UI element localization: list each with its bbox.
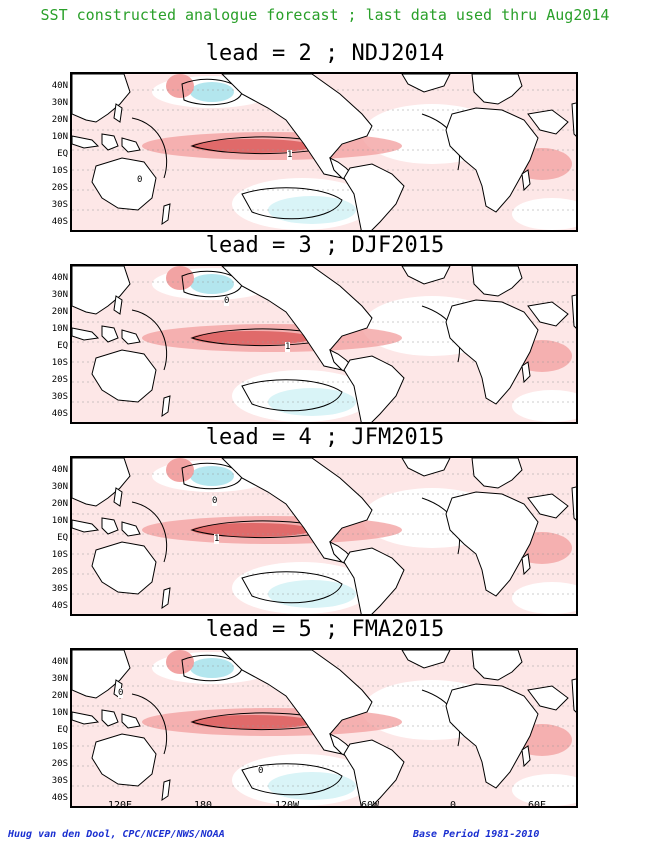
latitude-label: 40S — [51, 601, 68, 611]
latitude-label: 30N — [51, 674, 68, 684]
forecast-panel-2: lead = 3 ; DJF2015 40N 30N 20N 10N EQ 10… — [0, 232, 650, 424]
latitude-label: 20S — [51, 567, 68, 577]
latitude-label: EQ — [57, 341, 68, 351]
longitude-label: 60W — [360, 800, 380, 811]
latitude-label: 10N — [51, 324, 68, 334]
latitude-label: 30N — [51, 98, 68, 108]
latitude-label: 30N — [51, 482, 68, 492]
latitude-label: EQ — [57, 149, 68, 159]
latitude-label: 40N — [51, 81, 68, 91]
contour-label: 1 — [287, 150, 293, 160]
contour-label: 0 — [137, 175, 143, 185]
contour-label: 0 — [118, 688, 124, 698]
latitude-label: 20S — [51, 759, 68, 769]
latitude-label: 20S — [51, 375, 68, 385]
longitude-label: 0 — [449, 800, 457, 811]
sst-anomaly-map — [70, 456, 578, 616]
figure-title: SST constructed analogue forecast ; last… — [40, 6, 610, 24]
sst-anomaly-map — [70, 72, 578, 232]
latitude-label: EQ — [57, 533, 68, 543]
latitude-label: 20N — [51, 115, 68, 125]
latitude-label: 10N — [51, 516, 68, 526]
latitude-label: 10S — [51, 358, 68, 368]
latitude-label: 30S — [51, 392, 68, 402]
longitude-label: 60E — [527, 800, 547, 811]
forecast-panel-3: lead = 4 ; JFM2015 40N 30N 20N 10N EQ 10… — [0, 424, 650, 616]
latitude-label: 10N — [51, 708, 68, 718]
latitude-label: 20N — [51, 499, 68, 509]
panel-title: lead = 4 ; JFM2015 — [205, 425, 445, 450]
latitude-label: 10S — [51, 550, 68, 560]
latitude-label: 20N — [51, 691, 68, 701]
latitude-label: 40S — [51, 217, 68, 227]
longitude-axis: 120E 180 120W 60W 0 60E — [0, 800, 650, 814]
panel-title: lead = 2 ; NDJ2014 — [205, 41, 445, 66]
latitude-label: 40N — [51, 273, 68, 283]
panel-title: lead = 5 ; FMA2015 — [205, 617, 445, 642]
latitude-label: 30S — [51, 584, 68, 594]
author-credit: Huug van den Dool, CPC/NCEP/NWS/NOAA — [8, 829, 225, 840]
latitude-label: 20N — [51, 307, 68, 317]
contour-label: 0 — [224, 296, 230, 306]
forecast-panel-4: lead = 5 ; FMA2015 40N 30N 20N 10N EQ 10… — [0, 616, 650, 808]
latitude-label: 10S — [51, 742, 68, 752]
longitude-label: 180 — [193, 800, 213, 811]
contour-label: 1 — [285, 342, 291, 352]
contour-label: 1 — [214, 534, 220, 544]
latitude-label: 10N — [51, 132, 68, 142]
contour-label: 0 — [258, 766, 264, 776]
base-period: Base Period 1981-2010 — [413, 829, 540, 840]
sst-anomaly-map — [70, 648, 578, 808]
latitude-label: 30N — [51, 290, 68, 300]
latitude-label: 40S — [51, 793, 68, 803]
latitude-label: 30S — [51, 776, 68, 786]
forecast-panel-1: lead = 2 ; NDJ2014 40N 30N 20N 10N EQ 10… — [0, 40, 650, 232]
contour-label: 0 — [212, 496, 218, 506]
sst-anomaly-map — [70, 264, 578, 424]
latitude-label: 40N — [51, 465, 68, 475]
latitude-label: 10S — [51, 166, 68, 176]
panel-title: lead = 3 ; DJF2015 — [205, 233, 445, 258]
latitude-label: 20S — [51, 183, 68, 193]
latitude-label: 30S — [51, 200, 68, 210]
latitude-label: 40S — [51, 409, 68, 419]
longitude-label: 120W — [274, 800, 300, 811]
longitude-label: 120E — [107, 800, 133, 811]
latitude-label: 40N — [51, 657, 68, 667]
latitude-label: EQ — [57, 725, 68, 735]
